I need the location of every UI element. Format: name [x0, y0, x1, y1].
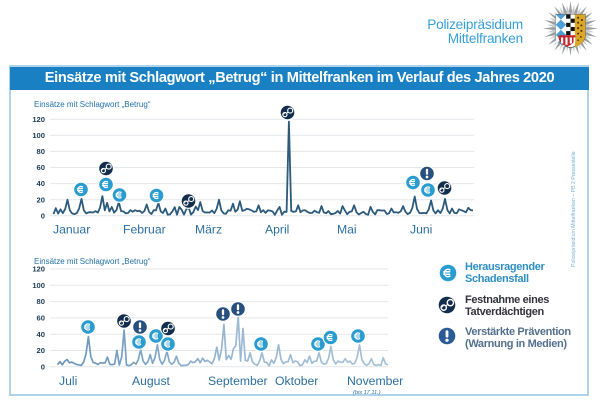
svg-text:September: September: [208, 374, 268, 388]
svg-text:Januar: Januar: [53, 223, 90, 237]
svg-text:100: 100: [32, 131, 45, 140]
svg-text:120: 120: [32, 115, 45, 124]
svg-text:100: 100: [32, 281, 45, 290]
svg-text:20: 20: [37, 346, 45, 355]
svg-text:Einsätze mit Schlagwort „Betru: Einsätze mit Schlagwort „Betrug“: [34, 100, 151, 109]
svg-text:Juli: Juli: [59, 374, 77, 388]
svg-text:(bis 17.11.): (bis 17.11.): [353, 390, 381, 396]
svg-text:Mai: Mai: [337, 223, 357, 237]
svg-text:40: 40: [37, 179, 45, 188]
svg-text:40: 40: [37, 330, 45, 339]
svg-text:60: 60: [37, 314, 45, 323]
svg-text:Einsätze mit Schlagwort „Betru: Einsätze mit Schlagwort „Betrug“: [34, 257, 151, 266]
svg-text:0: 0: [41, 362, 45, 371]
svg-text:20: 20: [37, 195, 45, 204]
svg-text:60: 60: [37, 163, 45, 172]
svg-text:August: August: [132, 374, 171, 388]
svg-text:Oktober: Oktober: [275, 374, 318, 388]
svg-text:Februar: Februar: [123, 223, 166, 237]
svg-text:April: April: [265, 223, 289, 237]
svg-text:80: 80: [37, 147, 45, 156]
svg-text:Juni: Juni: [410, 223, 432, 237]
svg-text:0: 0: [41, 211, 45, 220]
svg-text:120: 120: [32, 265, 45, 274]
svg-text:November: November: [347, 374, 403, 388]
svg-text:80: 80: [37, 297, 45, 306]
svg-text:März: März: [195, 223, 222, 237]
